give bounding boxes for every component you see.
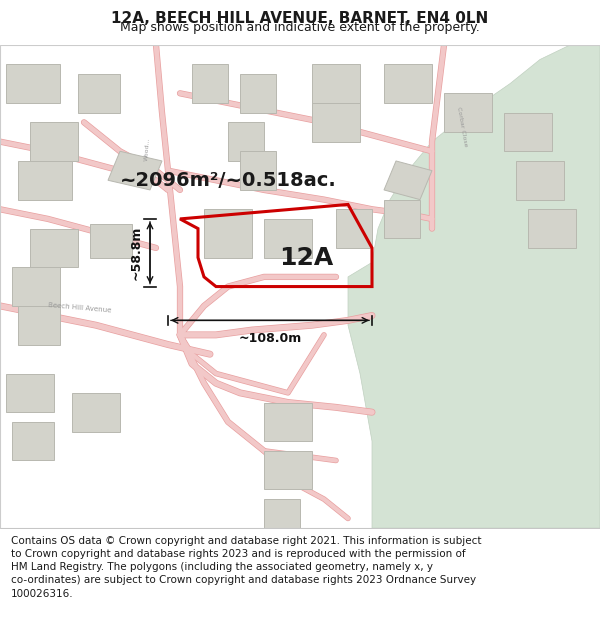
Polygon shape [30,122,78,161]
Polygon shape [30,229,78,268]
Polygon shape [504,112,552,151]
Polygon shape [90,224,132,258]
Text: ~58.8m: ~58.8m [130,226,143,280]
Polygon shape [18,161,72,199]
Polygon shape [18,306,60,344]
Polygon shape [336,209,372,248]
Polygon shape [312,103,360,142]
Polygon shape [72,393,120,431]
Polygon shape [384,199,420,238]
Polygon shape [240,151,276,190]
Text: Corbar Close: Corbar Close [456,107,468,148]
Polygon shape [264,451,312,489]
Polygon shape [516,161,564,199]
Text: ~2096m²/~0.518ac.: ~2096m²/~0.518ac. [120,171,337,190]
Text: 12A, BEECH HILL AVENUE, BARNET, EN4 0LN: 12A, BEECH HILL AVENUE, BARNET, EN4 0LN [112,11,488,26]
Polygon shape [240,74,276,112]
Polygon shape [264,499,300,528]
Text: Contains OS data © Crown copyright and database right 2021. This information is : Contains OS data © Crown copyright and d… [11,536,481,599]
Text: 12A: 12A [279,246,333,269]
Polygon shape [6,64,60,103]
Polygon shape [444,93,492,132]
Text: ~108.0m: ~108.0m [238,332,302,346]
Polygon shape [264,219,312,258]
Polygon shape [12,268,60,306]
Text: Wood...: Wood... [143,137,151,161]
Text: Beech Hill Avenue: Beech Hill Avenue [48,302,112,313]
Polygon shape [264,402,312,441]
Polygon shape [192,64,228,103]
Polygon shape [78,74,120,112]
Polygon shape [528,209,576,248]
Polygon shape [312,64,360,103]
Polygon shape [384,161,432,199]
Polygon shape [348,45,600,528]
Polygon shape [384,64,432,103]
Polygon shape [108,151,162,190]
Polygon shape [12,422,54,461]
Text: Map shows position and indicative extent of the property.: Map shows position and indicative extent… [120,21,480,34]
Polygon shape [6,374,54,412]
Polygon shape [204,209,252,258]
Polygon shape [228,122,264,161]
